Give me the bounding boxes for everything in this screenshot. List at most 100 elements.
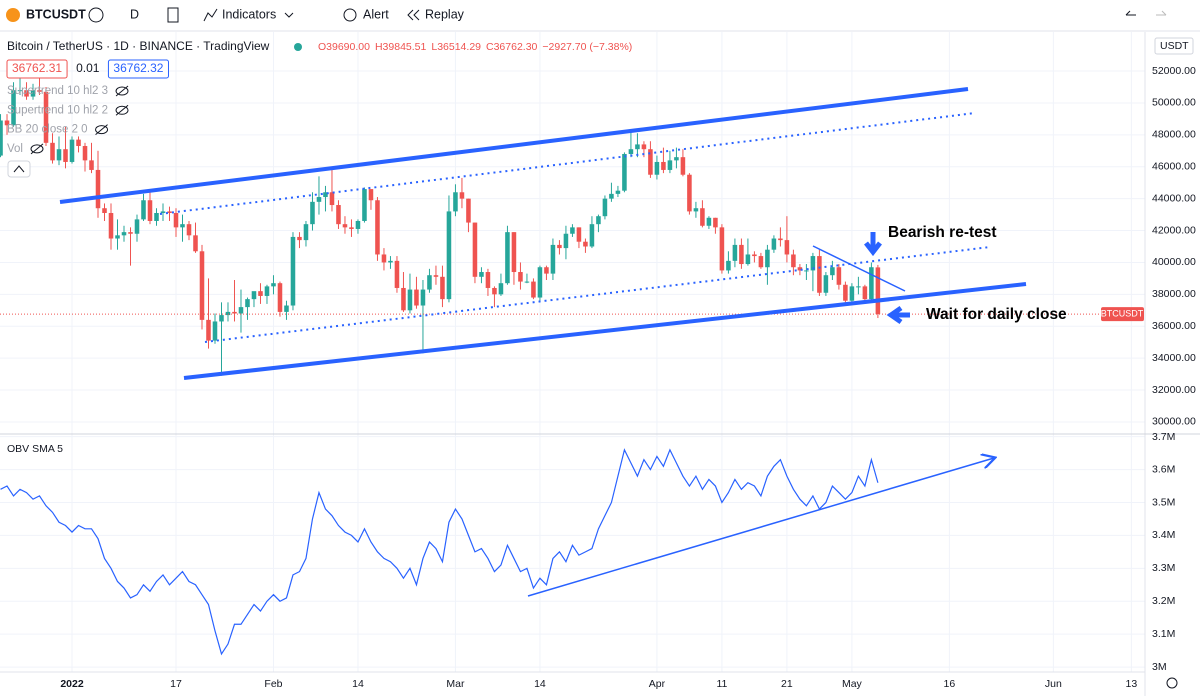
visibility-toggle[interactable] [115,86,129,96]
candle-body [563,233,569,249]
settings[interactable] [1166,677,1178,689]
toolbar: BTCUSDT D Indicators Alert Replay [0,0,1200,32]
y-tick-label: 42000.00 [1152,224,1196,236]
x-tick-label: Jun [1045,678,1062,690]
candle-body [134,219,140,234]
candle-body [511,232,517,273]
symbol-icon [6,8,20,22]
replay-button[interactable]: Replay [425,7,465,21]
dropdown[interactable] [284,12,294,18]
candle-body [589,224,595,247]
obv-trend-arrow [527,458,994,597]
candle-body [810,256,816,271]
candle-body [11,90,16,126]
candle-body [121,232,127,236]
candle-body [700,208,705,226]
alert-button[interactable]: Alert [363,7,389,21]
candle-body [199,251,205,320]
candle-body [30,90,36,97]
currency[interactable]: USDT [1160,40,1189,52]
candle-body [875,267,881,315]
indicators-button[interactable]: Indicators [222,7,276,21]
y-tick-label: 3.2M [1152,595,1175,607]
candle-body [817,256,822,293]
candle-body [108,213,114,239]
currency-select[interactable] [1154,37,1194,55]
candle-body [128,232,133,234]
indicator-label: BB 20 close 2 0 [7,124,88,136]
candle-body [648,149,653,175]
candle-body [687,174,692,212]
candle-body [251,291,257,300]
candle-body [232,311,237,314]
candle-body [206,319,211,341]
y-tick-label: 3.4M [1152,529,1175,541]
candle-body [284,305,289,312]
candle-body [693,208,699,212]
candle-body [82,146,88,161]
candle-body [154,213,159,221]
visibility-toggle[interactable] [95,125,109,135]
retest-line [812,245,906,292]
candle-body [706,217,712,226]
ohlc-legend: O39690.00 H39845.51 L36514.29 C36762.30 −292… [318,41,632,53]
candle-body [836,267,842,285]
candle-body [849,286,855,301]
candle-body [17,90,23,92]
candle-body [212,321,218,341]
price-badge: 0.01 [76,61,100,75]
candle-body [115,235,120,239]
alert-icon [343,8,357,22]
candle-body [225,311,231,316]
undo[interactable] [1125,10,1136,16]
x-tick-label: 17 [170,678,182,690]
candle-body [596,216,601,225]
candle-body [726,260,731,271]
interval[interactable]: D [130,7,139,21]
candle-body [732,244,738,261]
y-tick-label: 40000.00 [1152,256,1196,268]
candle-body [791,254,796,268]
x-tick-label: Feb [264,678,282,690]
candle-body [505,232,510,284]
visibility-toggle[interactable] [115,105,129,115]
candle-body [180,224,185,228]
annotation: Wait for daily close [926,306,1067,323]
toolbar-bg [0,0,1200,30]
candle-body [583,241,588,247]
symbol[interactable]: BTCUSDT [26,7,86,21]
candle-body [719,227,725,271]
visibility-toggle[interactable] [30,144,44,154]
chart-title: Bitcoin / TetherUS · 1D · BINANCE · Trad… [7,39,270,53]
add-symbol[interactable] [88,7,104,23]
y-tick-label: 3.5M [1152,496,1175,508]
chart-type[interactable] [167,7,179,23]
collapse-icon [13,165,25,173]
candle-body [537,267,543,298]
candle-body [550,244,556,274]
price-badge: 36762.31 [12,61,62,75]
candle-body [329,192,335,206]
price-tag-bg [1101,307,1144,322]
price-badges: 36762.31 0.01 36762.32 [6,59,169,79]
candle-body [303,224,309,241]
candle-body [368,189,374,201]
candle-body [680,157,686,175]
candle-body [56,149,62,161]
candle-body [238,307,244,314]
y-tick-label: 48000.00 [1152,129,1196,141]
candle-body [557,244,562,249]
candle-body [219,315,224,322]
candle-body [758,256,764,268]
obv-line [0,448,879,656]
down-arrow [864,232,882,257]
candle-body [277,283,283,312]
x-tick-label: Apr [649,678,666,690]
candle-body [407,289,413,311]
indicators-icon [203,8,218,22]
candle-body [427,275,432,290]
ohlc-value: C36762.30 [486,41,538,53]
candle-body [609,193,614,199]
collapse-button[interactable] [7,160,31,178]
y-tick-label: 44000.00 [1152,192,1196,204]
